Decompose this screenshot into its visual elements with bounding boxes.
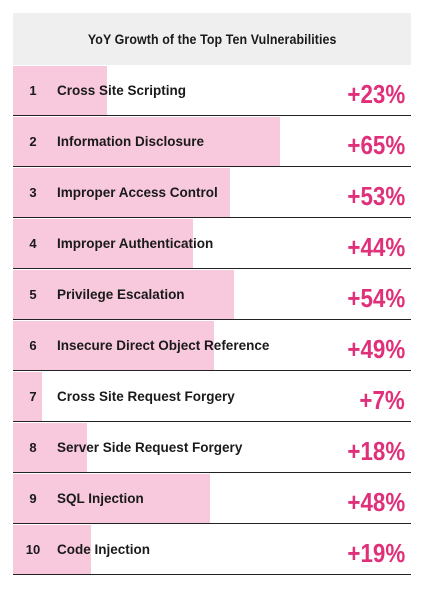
bar-row: 5 Privilege Escalation +54% [13, 270, 411, 320]
bar-row: 7 Cross Site Request Forgery +7% [13, 372, 411, 422]
chart-header: YoY Growth of the Top Ten Vulnerabilitie… [13, 13, 411, 65]
rank-label: 1 [29, 83, 37, 98]
rank-label: 4 [29, 236, 37, 251]
bar-row: 9 SQL Injection +48% [13, 474, 411, 524]
value-label: +53% [347, 181, 405, 211]
bar-row: 1 Cross Site Scripting +23% [13, 66, 411, 116]
category-label: Server Side Request Forgery [57, 440, 243, 455]
category-label: Code Injection [57, 542, 151, 557]
bar-row: 3 Improper Access Control +53% [13, 168, 411, 218]
value-label: +49% [347, 334, 405, 364]
value-label: +54% [347, 283, 405, 313]
bar-row: 6 Insecure Direct Object Reference +49% [13, 321, 411, 371]
category-label: Information Disclosure [57, 134, 205, 149]
category-label: Improper Access Control [57, 185, 218, 200]
rank-label: 5 [29, 287, 37, 302]
bar [13, 117, 280, 166]
value-label: +18% [347, 436, 405, 466]
rank-label: 10 [25, 542, 41, 557]
bar [13, 525, 91, 574]
category-label: Privilege Escalation [57, 287, 185, 302]
rank-label: 9 [29, 491, 37, 506]
bar [13, 321, 214, 370]
bar [13, 474, 210, 523]
bar [13, 219, 194, 268]
value-label: +48% [347, 487, 405, 517]
bar [13, 423, 87, 472]
rank-label: 7 [29, 389, 37, 404]
chart-title: YoY Growth of the Top Ten Vulnerabilitie… [87, 31, 337, 47]
rank-label: 6 [29, 338, 37, 353]
rank-label: 2 [29, 134, 37, 149]
value-label: +44% [347, 232, 405, 262]
bar-row: 4 Improper Authentication +44% [13, 219, 411, 269]
bar-row: 8 Server Side Request Forgery +18% [13, 423, 411, 473]
bar [13, 270, 235, 319]
bar-row: 10 Code Injection +19% [13, 525, 411, 575]
bar [13, 168, 231, 217]
rank-label: 8 [29, 440, 37, 455]
category-label: SQL Injection [57, 491, 144, 506]
category-label: Improper Authentication [57, 236, 214, 251]
bar-row: 2 Information Disclosure +65% [13, 117, 411, 167]
category-label: Cross Site Scripting [57, 83, 187, 98]
category-label: Insecure Direct Object Reference [57, 338, 270, 353]
bar [13, 372, 42, 421]
category-label: Cross Site Request Forgery [57, 389, 235, 404]
value-label: +19% [347, 538, 405, 568]
bar [13, 66, 108, 115]
rank-label: 3 [29, 185, 37, 200]
value-label: +23% [347, 79, 405, 109]
value-label: +65% [347, 130, 405, 160]
value-label: +7% [359, 385, 405, 415]
